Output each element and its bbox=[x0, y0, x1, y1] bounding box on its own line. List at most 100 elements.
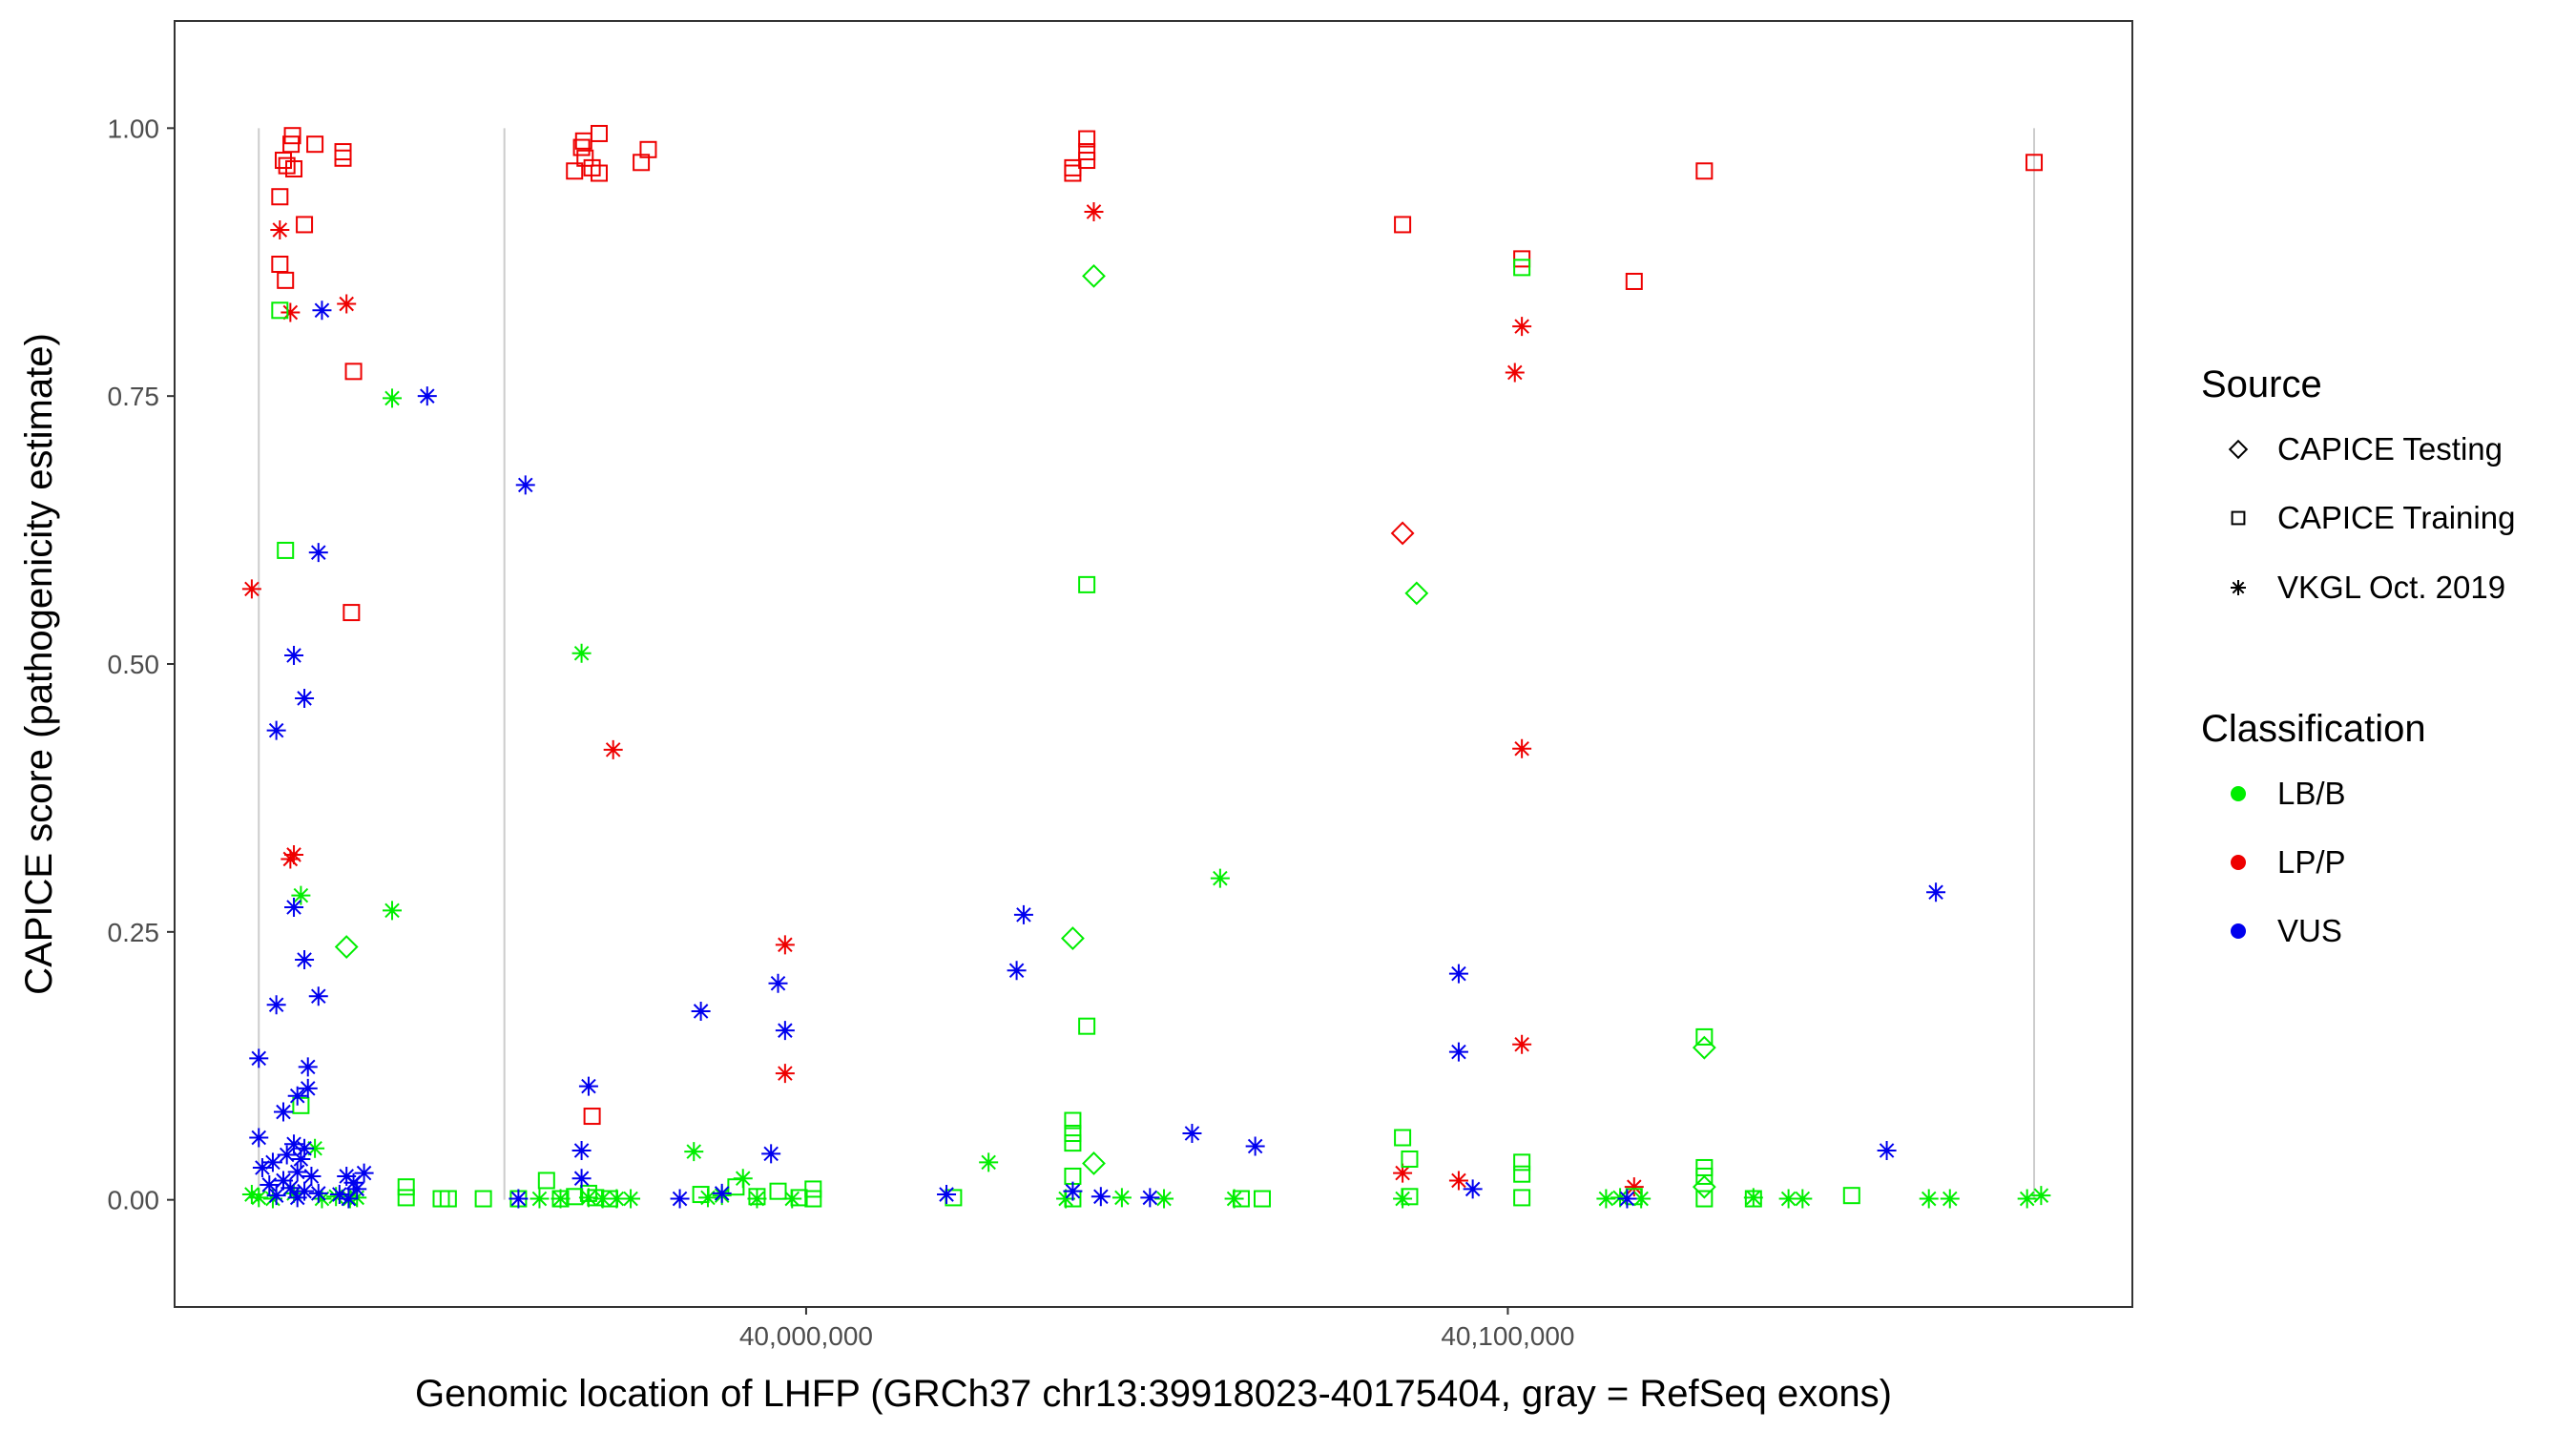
data-point-vus-asterisk bbox=[1091, 1187, 1111, 1207]
data-point-lpp-asterisk bbox=[284, 844, 304, 864]
data-point-vus-asterisk bbox=[1448, 1042, 1468, 1062]
data-point-vus-asterisk bbox=[691, 1001, 711, 1021]
data-point-lpp-asterisk bbox=[1512, 317, 1532, 337]
data-point-lpp-asterisk bbox=[337, 294, 357, 314]
data-point-lbb-square bbox=[439, 1190, 457, 1208]
data-point-vus-asterisk bbox=[252, 1157, 272, 1177]
legend-classification-title: Classification bbox=[2201, 708, 2426, 750]
data-point-vus-asterisk bbox=[571, 1140, 592, 1160]
data-point-lbb-diamond bbox=[1061, 926, 1085, 950]
data-point-vus-asterisk bbox=[768, 973, 788, 993]
y-tick-label: 0.75 bbox=[108, 382, 160, 411]
data-point-vus-asterisk bbox=[308, 543, 328, 563]
data-point-lbb-square bbox=[277, 541, 295, 559]
data-point-vus-asterisk bbox=[308, 986, 328, 1006]
data-point-lbb-asterisk bbox=[305, 1138, 325, 1158]
legend-label-vkgl: VKGL Oct. 2019 bbox=[2277, 570, 2505, 605]
data-point-lbb-asterisk bbox=[1224, 1189, 1244, 1209]
data-point-vus-asterisk bbox=[287, 1086, 307, 1106]
data-point-vus-asterisk bbox=[284, 646, 304, 666]
data-point-vus-asterisk bbox=[1140, 1188, 1160, 1208]
legend-label-vus: VUS bbox=[2277, 913, 2342, 948]
data-point-lbb-asterisk bbox=[592, 1189, 613, 1209]
data-point-lpp-asterisk bbox=[241, 579, 261, 599]
data-point-lpp-square bbox=[306, 135, 324, 154]
data-point-lpp-square bbox=[277, 271, 295, 289]
data-point-lpp-square bbox=[639, 140, 657, 158]
data-point-lpp-asterisk bbox=[1448, 1171, 1468, 1191]
data-point-lbb-square bbox=[474, 1190, 492, 1208]
x-axis-title: Genomic location of LHFP (GRCh37 chr13:3… bbox=[415, 1373, 1892, 1415]
data-point-vus-asterisk bbox=[274, 1171, 293, 1191]
data-points bbox=[241, 124, 2051, 1209]
data-point-lpp-square bbox=[1625, 272, 1643, 290]
data-point-vus-asterisk bbox=[417, 386, 437, 406]
data-point-lpp-square bbox=[1064, 164, 1082, 182]
data-point-vus-asterisk bbox=[287, 1188, 307, 1208]
data-point-lbb-asterisk bbox=[249, 1188, 269, 1208]
data-point-lbb-asterisk bbox=[684, 1142, 704, 1162]
y-tick-label: 0.50 bbox=[108, 650, 160, 679]
square-icon bbox=[2231, 510, 2246, 526]
data-point-lbb-asterisk bbox=[782, 1189, 802, 1209]
data-point-lbb-asterisk bbox=[1940, 1189, 1960, 1209]
legend-label-capice-testing: CAPICE Testing bbox=[2277, 431, 2503, 467]
data-point-lpp-asterisk bbox=[775, 1064, 795, 1084]
data-point-lbb-asterisk bbox=[312, 1189, 332, 1209]
data-point-lpp-asterisk bbox=[775, 935, 795, 955]
data-point-vus-asterisk bbox=[266, 995, 286, 1015]
data-point-lpp-asterisk bbox=[1512, 738, 1532, 758]
legend-diamond-mark bbox=[2228, 439, 2249, 460]
data-point-lpp-asterisk bbox=[1624, 1177, 1644, 1197]
data-point-lpp-asterisk bbox=[1393, 1163, 1413, 1183]
data-point-vus-asterisk bbox=[260, 1174, 280, 1194]
data-point-vus-asterisk bbox=[937, 1185, 957, 1205]
data-point-lbb-square bbox=[1695, 1027, 1714, 1046]
data-point-vus-asterisk bbox=[298, 1078, 318, 1098]
diamond-icon bbox=[2228, 439, 2249, 460]
data-point-vus-asterisk bbox=[249, 1128, 269, 1148]
data-point-lpp-square bbox=[334, 149, 352, 167]
data-point-lbb-asterisk bbox=[571, 643, 592, 663]
x-tick-label: 40,100,000 bbox=[1441, 1321, 1574, 1351]
data-point-lbb-diamond bbox=[1404, 581, 1429, 606]
data-point-lbb-square bbox=[292, 1096, 310, 1114]
data-point-lbb-diamond bbox=[1082, 1151, 1106, 1175]
data-point-lbb-asterisk bbox=[747, 1189, 767, 1209]
data-point-lbb-square bbox=[1078, 1017, 1096, 1035]
legend-item-lpp: LP/P bbox=[2231, 844, 2346, 880]
data-point-vus-asterisk bbox=[1448, 964, 1468, 984]
data-point-lbb-asterisk bbox=[1631, 1189, 1652, 1209]
data-point-lpp-square bbox=[2025, 154, 2044, 172]
legend-item-vus: VUS bbox=[2231, 913, 2342, 948]
data-point-vus-asterisk bbox=[670, 1189, 690, 1209]
data-point-lbb-square bbox=[769, 1182, 787, 1200]
legend-item-capice-training: CAPICE Training bbox=[2231, 500, 2515, 535]
legend-source-title: Source bbox=[2201, 363, 2322, 405]
data-point-lbb-asterisk bbox=[2017, 1189, 2037, 1209]
legend-square-mark bbox=[2231, 510, 2246, 526]
data-point-vus-asterisk bbox=[775, 1021, 795, 1041]
data-point-lbb-square bbox=[1401, 1150, 1419, 1168]
data-point-vus-asterisk bbox=[312, 301, 332, 321]
data-point-lbb-asterisk bbox=[383, 901, 402, 921]
data-point-lbb-asterisk bbox=[1111, 1188, 1132, 1208]
data-point-lbb-square bbox=[397, 1189, 415, 1207]
data-point-vus-asterisk bbox=[347, 1179, 367, 1199]
legend-label-capice-training: CAPICE Training bbox=[2277, 500, 2515, 535]
data-point-lbb-asterisk bbox=[697, 1188, 717, 1208]
legend-label-lbb: LB/B bbox=[2277, 776, 2346, 811]
data-point-lbb-square bbox=[1513, 1189, 1531, 1207]
data-point-vus-asterisk bbox=[262, 1152, 282, 1172]
legend-asterisk-mark bbox=[2231, 580, 2246, 595]
data-point-lbb-asterisk bbox=[1778, 1189, 1798, 1209]
data-point-lbb-asterisk bbox=[979, 1152, 999, 1172]
data-point-lbb-diamond bbox=[334, 935, 359, 959]
data-point-lbb-square bbox=[1064, 1134, 1082, 1152]
data-point-lbb-square bbox=[804, 1190, 822, 1208]
x-tick-label: 40,000,000 bbox=[739, 1321, 873, 1351]
data-point-vus-asterisk bbox=[571, 1169, 592, 1189]
data-point-lbb-diamond bbox=[1082, 263, 1106, 288]
exon-lines bbox=[258, 128, 2036, 1200]
data-point-lbb-asterisk bbox=[383, 388, 402, 408]
